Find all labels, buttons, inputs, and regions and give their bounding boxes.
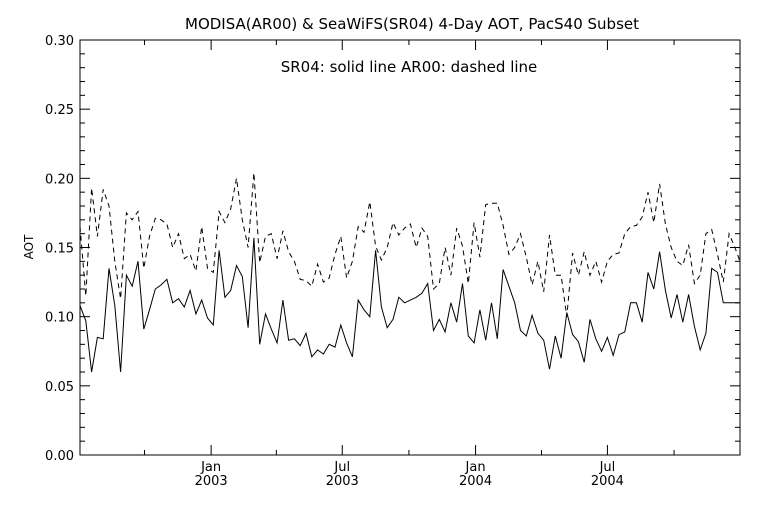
x-tick-label-year: 2004 <box>459 474 492 489</box>
x-tick-label-year: 2003 <box>195 474 228 489</box>
series-line-ar00 <box>79 172 741 317</box>
x-tick-label-year: 2003 <box>326 474 359 489</box>
y-tick-label: 0.30 <box>45 34 74 49</box>
y-tick-label: 0.05 <box>45 380 74 395</box>
series-line-sr04 <box>79 237 740 373</box>
x-tick-label-year: 2004 <box>591 474 624 489</box>
y-tick-label: 0.00 <box>45 449 74 464</box>
x-tick-label-month: Jul <box>333 460 350 475</box>
y-axis-label: AOT <box>22 234 36 259</box>
plot-frame <box>79 39 741 456</box>
y-tick-label: 0.15 <box>45 242 74 257</box>
series-annotation: SR04: solid line AR00: dashed line <box>281 58 538 76</box>
y-axis: 0.00 0.05 0.10 0.15 0.20 0.25 0.30 <box>45 34 740 464</box>
y-tick-label: 0.10 <box>45 311 74 326</box>
x-tick-label-month: Jan <box>465 460 486 475</box>
chart-title: MODISA(AR00) & SeaWiFS(SR04) 4-Day AOT, … <box>185 15 639 33</box>
series-layer <box>79 172 741 373</box>
y-tick-label: 0.25 <box>45 103 74 118</box>
x-tick-label-month: Jul <box>599 460 616 475</box>
y-tick-label: 0.20 <box>45 172 74 187</box>
x-tick-label-month: Jan <box>200 460 221 475</box>
